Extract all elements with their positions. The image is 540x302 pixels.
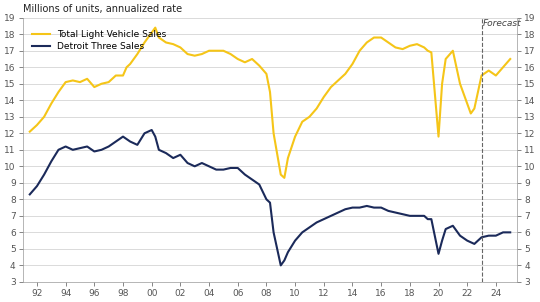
Total Light Vehicle Sales — [26, 130, 33, 133]
Detroit Three Sales — [281, 259, 288, 262]
Text: Forecast: Forecast — [483, 19, 522, 28]
Total Light Vehicle Sales — [152, 26, 159, 29]
Legend: Total Light Vehicle Sales, Detroit Three Sales: Total Light Vehicle Sales, Detroit Three… — [32, 30, 167, 51]
Detroit Three Sales — [148, 128, 155, 132]
Total Light Vehicle Sales — [507, 57, 514, 61]
Detroit Three Sales — [439, 239, 446, 243]
Detroit Three Sales — [507, 230, 514, 234]
Detroit Three Sales — [141, 131, 148, 135]
Detroit Three Sales — [471, 242, 477, 246]
Detroit Three Sales — [278, 264, 284, 267]
Detroit Three Sales — [199, 161, 205, 165]
Total Light Vehicle Sales — [424, 49, 431, 53]
Total Light Vehicle Sales — [439, 82, 446, 85]
Text: Millions of units, annualized rate: Millions of units, annualized rate — [23, 4, 182, 14]
Total Light Vehicle Sales — [414, 42, 420, 46]
Detroit Three Sales — [26, 193, 33, 196]
Total Light Vehicle Sales — [428, 50, 435, 54]
Detroit Three Sales — [450, 224, 456, 228]
Total Light Vehicle Sales — [281, 176, 288, 180]
Line: Detroit Three Sales: Detroit Three Sales — [30, 130, 510, 265]
Total Light Vehicle Sales — [468, 112, 474, 115]
Line: Total Light Vehicle Sales: Total Light Vehicle Sales — [30, 27, 510, 178]
Total Light Vehicle Sales — [70, 79, 76, 82]
